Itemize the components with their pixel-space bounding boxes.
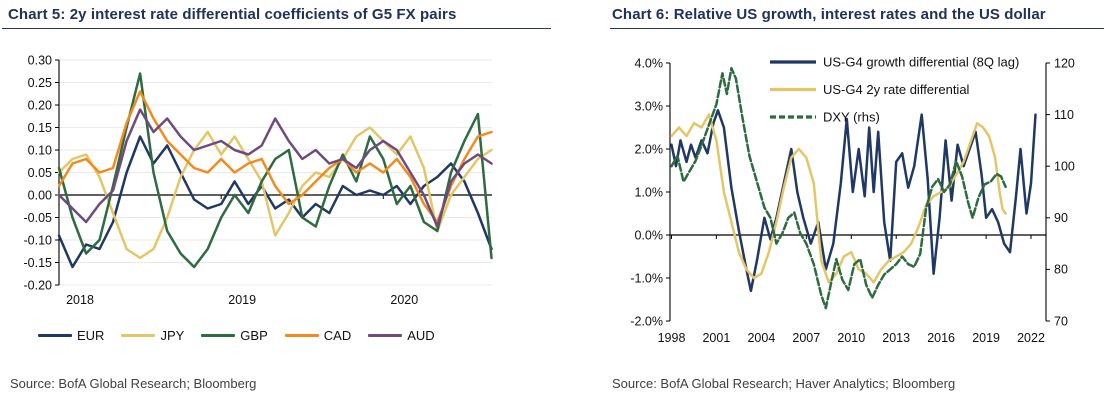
series-line-gbp — [57, 72, 493, 269]
chart6-plot: 4.0% 3.0% 2.0% 1.0% 0.0% -1.0% -2.0% 120 110 100 9… — [630, 55, 1075, 346]
legend-swatch-eur — [38, 334, 72, 337]
legend-label-us-g4-2y-rate-differential: US-G4 2y rate differential — [823, 82, 970, 97]
series-line-eur — [57, 135, 493, 269]
legend-swatch-gbp — [201, 334, 236, 337]
left-axis-tick-label: 4.0% — [635, 56, 664, 70]
legend-label-jpy: JPY — [160, 328, 185, 343]
left-axis-tick-label: 0.10 — [28, 143, 52, 157]
legend-swatch-cad — [284, 334, 319, 337]
legend-label-cad: CAD — [323, 328, 352, 343]
left-axis-tick-label: 2.0% — [635, 142, 664, 156]
series-line-aud — [57, 108, 493, 228]
legend-item-aud: AUD — [368, 328, 435, 343]
chart5-panel: Chart 5: 2y interest rate differential c… — [2, 6, 551, 400]
left-axis-tick-label: -0.10 — [24, 233, 53, 247]
left-axis-tick-label: 0.05 — [28, 166, 52, 180]
left-axis-tick-label: -1.0% — [630, 271, 663, 285]
chart6-source: Source: BofA Global Research; Haver Anal… — [612, 376, 956, 391]
left-axis-tick-label: -0.20 — [24, 278, 53, 292]
left-axis-tick-label: -0.05 — [24, 211, 53, 225]
right-axis-tick-label: 90 — [1054, 211, 1068, 225]
x-axis-tick-label: 2004 — [747, 331, 775, 345]
left-axis-tick-label: 0.00 — [28, 188, 52, 202]
x-axis-tick-label: 2001 — [702, 331, 730, 345]
legend-swatch-aud — [368, 334, 403, 337]
left-axis-tick-label: 0.20 — [28, 98, 52, 112]
right-axis-tick-label: 120 — [1054, 56, 1075, 70]
x-axis-tick-label: 2018 — [66, 293, 94, 307]
chart5-title: Chart 5: 2y interest rate differential c… — [2, 6, 551, 29]
x-axis-tick-label: 2020 — [390, 293, 418, 307]
legend-item-cad: CAD — [284, 328, 352, 343]
x-axis-tick-label: 1998 — [658, 331, 686, 345]
series-line-cad — [57, 90, 493, 224]
legend-item-gbp: GBP — [201, 328, 268, 343]
legend-label-eur: EUR — [77, 328, 105, 343]
left-axis-tick-label: 1.0% — [635, 185, 664, 199]
x-axis-tick-label: 2010 — [837, 331, 865, 345]
series-line-us-g4-2y-rate-differential — [670, 113, 1007, 284]
x-axis-tick-label: 2022 — [1017, 331, 1045, 345]
x-axis-tick-label: 2019 — [228, 293, 256, 307]
legend-label-gbp: GBP — [240, 328, 268, 343]
chart6-panel: Chart 6: Relative US growth, interest ra… — [610, 6, 1104, 400]
series-line-jpy — [57, 126, 493, 260]
right-axis-tick-label: 80 — [1054, 263, 1068, 277]
chart5-legend: EUR JPY GBP CAD AUD — [38, 328, 435, 343]
left-axis-tick-label: 0.0% — [635, 228, 664, 242]
chart6-title: Chart 6: Relative US growth, interest ra… — [610, 6, 1104, 29]
legend-item-eur: EUR — [38, 328, 104, 343]
right-axis-tick-label: 100 — [1054, 160, 1075, 174]
legend-swatch-jpy — [121, 334, 156, 337]
legend-label-us-g4-growth-differential-8q-lag: US-G4 growth differential (8Q lag) — [823, 55, 1019, 70]
left-axis-tick-label: 0.25 — [28, 76, 52, 90]
left-axis-tick-label: -2.0% — [630, 314, 663, 328]
left-axis-tick-label: 0.30 — [28, 53, 52, 67]
legend-label-aud: AUD — [407, 328, 435, 343]
series-line-dxy-rhs — [670, 66, 1007, 310]
right-axis-tick-label: 70 — [1054, 314, 1068, 328]
chart5-plot: 0.30 0.25 0.20 0.15 0.10 0.05 0.00 -0.05 -0.10 -0… — [24, 53, 493, 307]
x-axis-tick-label: 2016 — [927, 331, 955, 345]
left-axis-tick-label: 3.0% — [635, 99, 664, 113]
x-axis-tick-label: 2013 — [882, 331, 910, 345]
x-axis-tick-label: 2019 — [972, 331, 1000, 345]
chart5-source: Source: BofA Global Research; Bloomberg — [10, 376, 257, 391]
left-axis-tick-label: 0.15 — [28, 121, 52, 135]
legend-item-jpy: JPY — [121, 328, 184, 343]
series-line-us-g4-growth-differential-8q-lag — [670, 109, 1037, 293]
legend-label-dxy-rhs: DXY (rhs) — [823, 110, 880, 125]
left-axis-tick-label: -0.15 — [24, 256, 53, 270]
right-axis-tick-label: 110 — [1054, 108, 1074, 122]
x-axis-tick-label: 2007 — [792, 331, 820, 345]
